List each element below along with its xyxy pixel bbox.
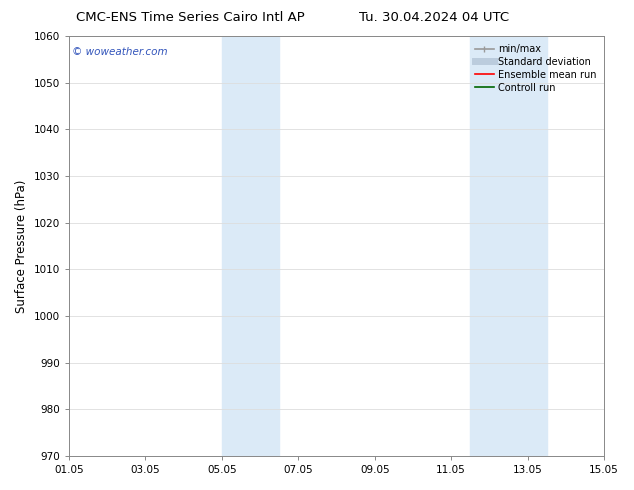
Bar bbox=[470, 36, 547, 456]
Bar bbox=[222, 36, 279, 456]
Legend: min/max, Standard deviation, Ensemble mean run, Controll run: min/max, Standard deviation, Ensemble me… bbox=[472, 41, 599, 96]
Y-axis label: Surface Pressure (hPa): Surface Pressure (hPa) bbox=[15, 179, 28, 313]
Text: © woweather.com: © woweather.com bbox=[72, 47, 167, 57]
Text: CMC-ENS Time Series Cairo Intl AP: CMC-ENS Time Series Cairo Intl AP bbox=[76, 11, 304, 24]
Text: Tu. 30.04.2024 04 UTC: Tu. 30.04.2024 04 UTC bbox=[359, 11, 509, 24]
